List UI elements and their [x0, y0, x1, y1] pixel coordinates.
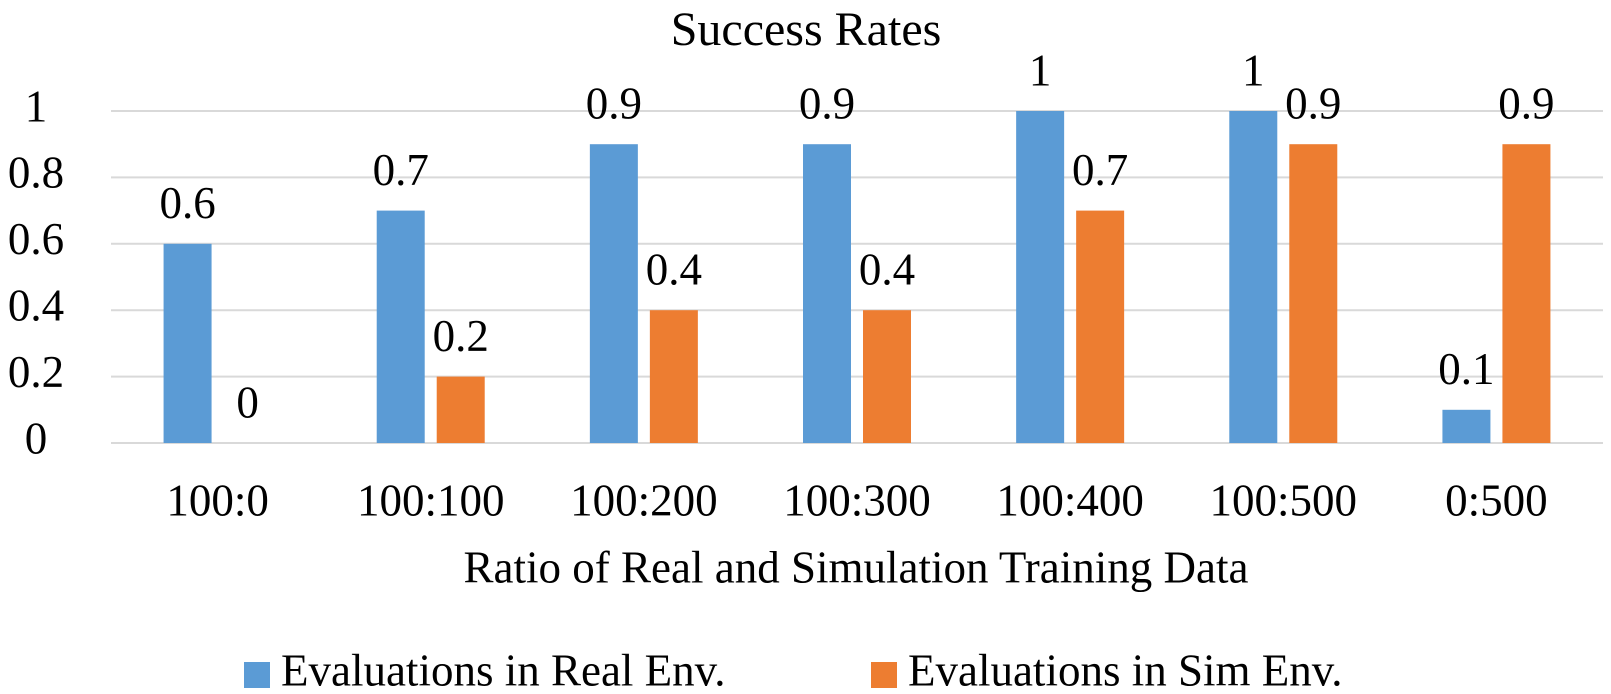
data-label: 0.9	[1498, 79, 1554, 129]
bar	[803, 144, 851, 443]
y-tick-label: 0.2	[8, 347, 64, 397]
bar	[589, 144, 638, 443]
chart-title: Success Rates	[671, 3, 942, 56]
data-label: 0.7	[373, 145, 429, 195]
x-tick-label: 100:400	[996, 475, 1144, 525]
bar	[1289, 144, 1338, 443]
data-label: 0.6	[159, 178, 215, 228]
bar	[1502, 144, 1551, 443]
data-label: 0.7	[1072, 145, 1128, 195]
legend-label: Evaluations in Real Env.	[281, 645, 726, 694]
data-label: 0.9	[1285, 79, 1341, 129]
data-label: 0	[236, 377, 259, 427]
y-tick-label: 0.6	[8, 214, 64, 264]
x-tick-label: 100:500	[1210, 475, 1358, 525]
y-tick-label: 0.8	[8, 148, 64, 198]
x-tick-label: 0:500	[1445, 475, 1548, 525]
bar	[1016, 111, 1065, 443]
data-label: 1	[1242, 45, 1265, 95]
x-tick-label: 100:200	[570, 475, 718, 525]
bar	[163, 243, 212, 443]
bar	[376, 210, 425, 443]
data-label: 0.9	[799, 79, 855, 129]
legend-swatch	[244, 662, 270, 688]
x-tick-label: 100:0	[166, 475, 269, 525]
data-label: 0.2	[433, 311, 489, 361]
data-label: 1	[1029, 45, 1052, 95]
bar	[1442, 409, 1491, 443]
bar	[1229, 111, 1278, 443]
legend-swatch	[871, 662, 897, 688]
bar	[649, 310, 698, 443]
y-tick-label: 0	[25, 413, 48, 463]
bar	[436, 376, 485, 443]
data-label: 0.9	[586, 79, 642, 129]
x-tick-label: 100:300	[783, 475, 931, 525]
bar	[1076, 210, 1125, 443]
data-label: 0.1	[1438, 344, 1494, 394]
legend-label: Evaluations in Sim Env.	[908, 645, 1343, 694]
data-label: 0.4	[859, 245, 915, 295]
data-label: 0.4	[646, 245, 702, 295]
bar	[863, 310, 911, 443]
y-tick-label: 0.4	[8, 281, 64, 331]
x-axis-title: Ratio of Real and Simulation Training Da…	[464, 542, 1249, 592]
y-tick-label: 1	[25, 81, 48, 131]
x-tick-label: 100:100	[357, 475, 505, 525]
